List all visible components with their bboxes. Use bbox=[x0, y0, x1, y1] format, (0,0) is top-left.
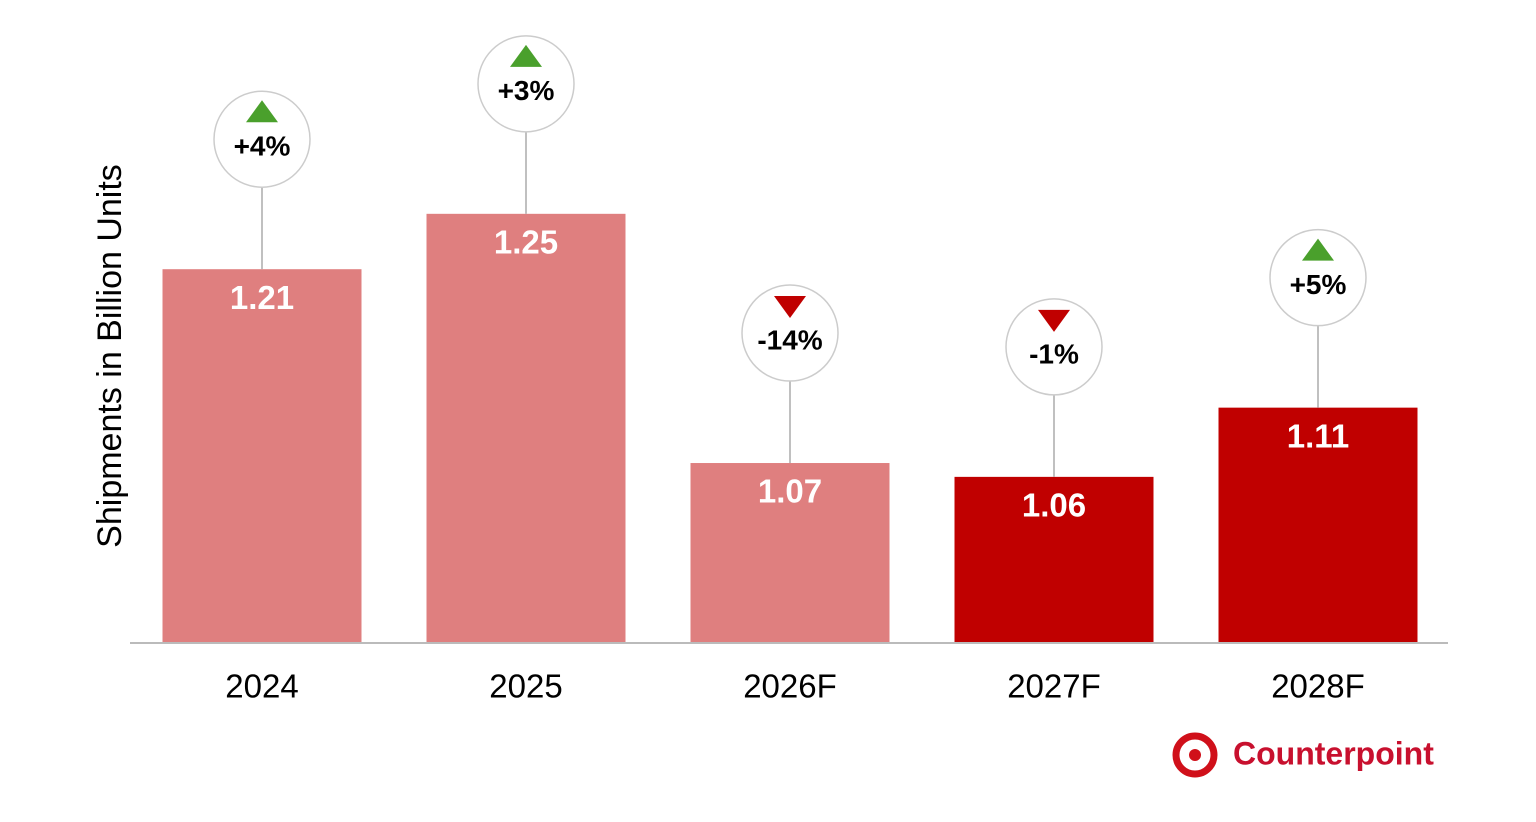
growth-bubble bbox=[1269, 228, 1367, 327]
growth-bubble bbox=[1005, 298, 1103, 396]
logo: Counterpoint bbox=[1172, 732, 1434, 778]
growth-bubble bbox=[213, 90, 311, 188]
logo-dot bbox=[1189, 749, 1201, 761]
value-label: 1.25 bbox=[494, 224, 558, 261]
down-arrow bbox=[774, 296, 806, 319]
growth-bubble bbox=[477, 35, 575, 133]
value-label: 1.11 bbox=[1287, 417, 1349, 454]
bar bbox=[426, 213, 626, 644]
value-label: 1.21 bbox=[230, 279, 294, 316]
bar bbox=[690, 463, 890, 643]
bar bbox=[1218, 407, 1418, 643]
growth-label: -14% bbox=[757, 324, 822, 355]
logo-icon bbox=[1172, 732, 1218, 778]
x-tick-label: 2025 bbox=[489, 668, 562, 705]
growth-label: +5% bbox=[1290, 269, 1347, 300]
logo-text: Counterpoint bbox=[1233, 735, 1434, 771]
growth-label: -1% bbox=[1029, 338, 1079, 369]
value-label: 1.06 bbox=[1022, 487, 1086, 524]
value-label: 1.07 bbox=[758, 473, 822, 510]
bar bbox=[954, 476, 1154, 643]
x-tick-label: 2024 bbox=[225, 668, 298, 705]
down-arrow bbox=[1038, 309, 1070, 332]
x-tick-label: 2026F bbox=[743, 668, 837, 705]
up-arrow bbox=[1302, 238, 1334, 261]
up-arrow bbox=[510, 44, 542, 67]
x-tick-label: 2028F bbox=[1271, 668, 1365, 705]
growth-label: +4% bbox=[234, 131, 291, 162]
y-axis-label: Shipments in Billion Units bbox=[91, 164, 129, 548]
growth-bubble bbox=[741, 284, 839, 382]
bar bbox=[162, 269, 362, 643]
up-arrow bbox=[246, 100, 278, 123]
x-tick-label: 2027F bbox=[1007, 668, 1101, 705]
growth-label: +3% bbox=[498, 75, 555, 106]
